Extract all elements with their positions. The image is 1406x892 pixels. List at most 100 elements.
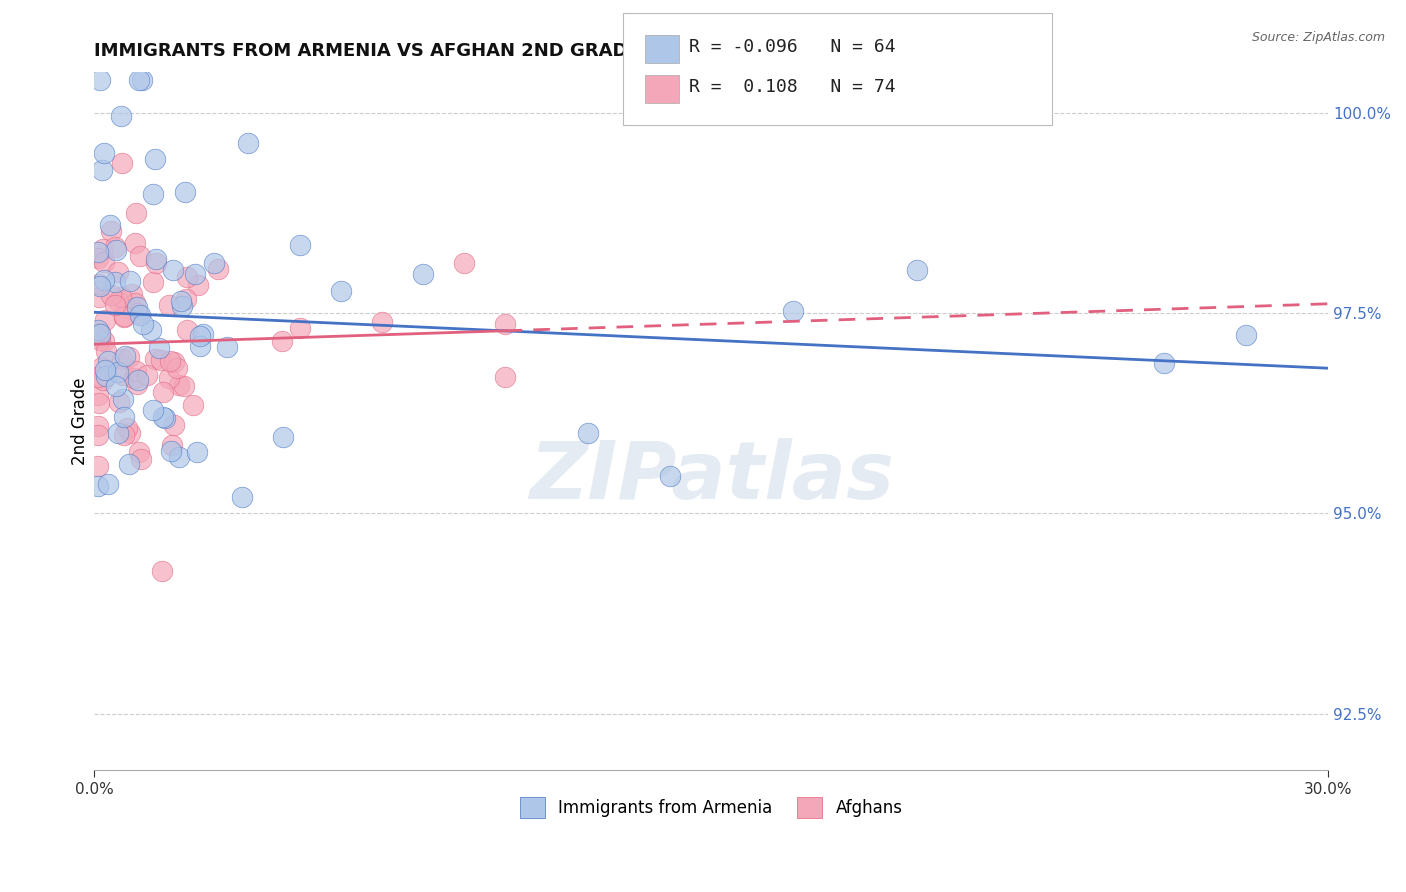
Point: [162, 417, 184, 432]
Point: [89, 326, 111, 341]
Point: [139, 323, 162, 337]
Point: [238, 136, 260, 151]
Point: [152, 409, 174, 424]
Point: [288, 320, 311, 334]
Point: [98, 218, 121, 232]
Point: [94, 369, 117, 384]
Y-axis label: 2nd Grade: 2nd Grade: [72, 377, 89, 465]
Point: [188, 329, 211, 343]
Point: [94, 313, 117, 327]
Point: [104, 378, 127, 392]
Point: [93, 145, 115, 160]
Point: [143, 152, 166, 166]
Point: [659, 469, 682, 483]
Point: [160, 438, 183, 452]
Point: [100, 223, 122, 237]
Point: [87, 244, 110, 259]
Point: [115, 421, 138, 435]
Point: [166, 360, 188, 375]
Point: [91, 242, 114, 256]
Point: [187, 277, 209, 292]
Point: [89, 279, 111, 293]
Point: [128, 249, 150, 263]
Point: [93, 334, 115, 348]
Point: [170, 294, 193, 309]
Point: [152, 384, 174, 399]
Text: R = -0.096   N = 64: R = -0.096 N = 64: [689, 38, 896, 56]
Point: [91, 360, 114, 375]
Point: [202, 255, 225, 269]
Point: [905, 263, 928, 277]
Point: [90, 162, 112, 177]
Point: [169, 450, 191, 465]
Point: [188, 339, 211, 353]
Point: [93, 255, 115, 269]
Point: [163, 355, 186, 369]
Point: [87, 479, 110, 493]
Point: [329, 285, 352, 299]
Point: [131, 451, 153, 466]
Point: [110, 290, 132, 304]
Point: [127, 373, 149, 387]
Point: [93, 273, 115, 287]
Point: [118, 425, 141, 440]
Point: [148, 341, 170, 355]
Point: [94, 343, 117, 358]
Point: [100, 287, 122, 301]
Point: [111, 368, 134, 383]
Point: [128, 308, 150, 322]
Point: [87, 396, 110, 410]
Point: [159, 371, 181, 385]
Point: [155, 410, 177, 425]
Point: [135, 368, 157, 382]
Point: [495, 370, 517, 384]
Point: [112, 410, 135, 425]
Point: [145, 252, 167, 267]
Text: IMMIGRANTS FROM ARMENIA VS AFGHAN 2ND GRADE CORRELATION CHART: IMMIGRANTS FROM ARMENIA VS AFGHAN 2ND GR…: [94, 42, 862, 60]
Point: [87, 290, 110, 304]
Point: [1234, 328, 1257, 343]
Point: [107, 264, 129, 278]
Point: [105, 243, 128, 257]
Point: [127, 376, 149, 391]
Point: [142, 403, 165, 417]
Point: [94, 363, 117, 377]
Point: [207, 262, 229, 277]
Point: [121, 286, 143, 301]
Point: [107, 425, 129, 440]
Point: [125, 205, 148, 219]
Point: [107, 395, 129, 409]
Point: [104, 275, 127, 289]
Point: [181, 398, 204, 412]
Point: [125, 300, 148, 314]
Point: [87, 323, 110, 337]
Point: [110, 110, 132, 124]
Point: [87, 277, 110, 291]
Point: [176, 270, 198, 285]
Point: [142, 187, 165, 202]
Point: [124, 235, 146, 250]
Point: [167, 378, 190, 392]
Point: [112, 309, 135, 323]
Point: [157, 298, 180, 312]
Text: ZIPatlas: ZIPatlas: [529, 438, 894, 516]
Point: [131, 73, 153, 87]
Point: [782, 303, 804, 318]
Point: [184, 267, 207, 281]
Point: [111, 351, 134, 366]
Point: [125, 364, 148, 378]
Point: [89, 73, 111, 87]
Point: [371, 315, 394, 329]
Point: [176, 323, 198, 337]
Point: [495, 317, 517, 331]
Point: [112, 428, 135, 442]
Point: [142, 275, 165, 289]
Point: [91, 373, 114, 387]
Point: [132, 317, 155, 331]
Point: [150, 352, 173, 367]
Point: [87, 419, 110, 434]
Point: [111, 156, 134, 170]
Point: [191, 327, 214, 342]
Point: [160, 444, 183, 458]
Point: [143, 351, 166, 366]
